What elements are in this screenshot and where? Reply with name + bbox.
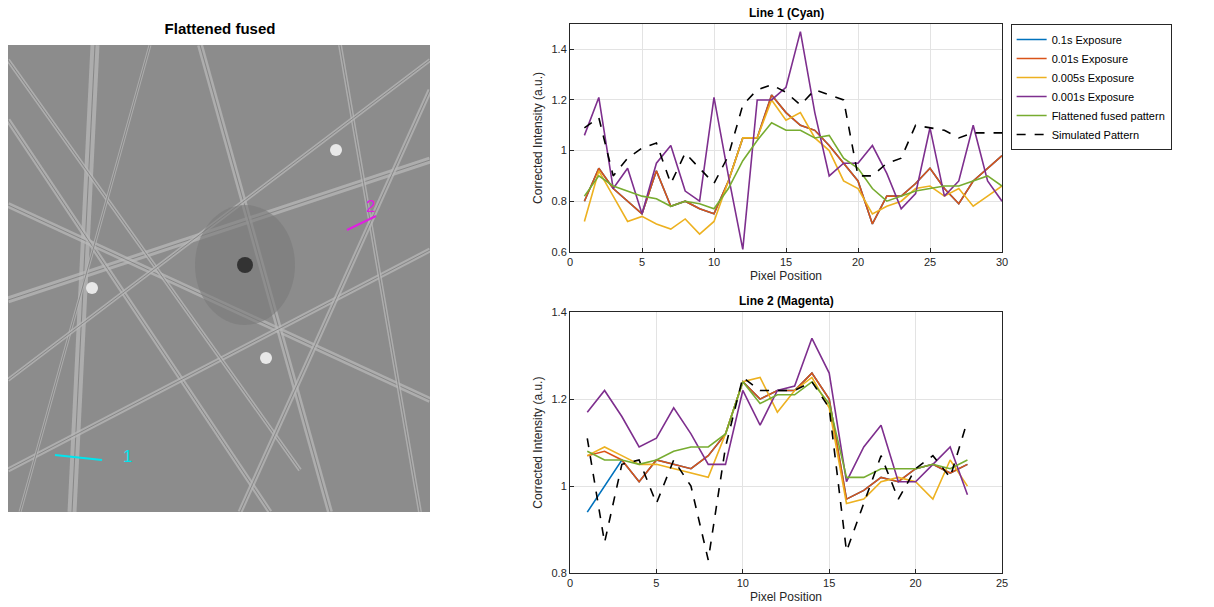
svg-text:Simulated Pattern: Simulated Pattern	[1052, 129, 1139, 141]
svg-text:1.4: 1.4	[552, 43, 567, 55]
svg-text:Flattened fused: Flattened fused	[165, 20, 276, 37]
svg-text:0.1s Exposure: 0.1s Exposure	[1052, 34, 1122, 46]
svg-text:0.001s Exposure: 0.001s Exposure	[1052, 91, 1135, 103]
svg-text:1.2: 1.2	[552, 94, 567, 106]
svg-text:15: 15	[780, 256, 792, 268]
svg-text:10: 10	[737, 577, 749, 589]
svg-text:0.8: 0.8	[552, 195, 567, 207]
svg-text:Line 2 (Magenta): Line 2 (Magenta)	[739, 294, 834, 308]
svg-text:Corrected Intensity (a.u.): Corrected Intensity (a.u.)	[531, 377, 545, 509]
svg-text:1: 1	[561, 480, 567, 492]
svg-text:2: 2	[366, 197, 375, 216]
svg-text:0: 0	[567, 256, 573, 268]
svg-text:5: 5	[639, 256, 645, 268]
svg-text:0: 0	[567, 577, 573, 589]
svg-text:Corrected Intensity (a.u.): Corrected Intensity (a.u.)	[531, 72, 545, 204]
svg-text:Line 1 (Cyan): Line 1 (Cyan)	[749, 6, 824, 20]
svg-text:20: 20	[909, 577, 921, 589]
svg-text:0.8: 0.8	[552, 567, 567, 579]
svg-text:0.01s Exposure: 0.01s Exposure	[1052, 53, 1128, 65]
svg-text:0.005s Exposure: 0.005s Exposure	[1052, 72, 1135, 84]
svg-text:Pixel Position: Pixel Position	[750, 590, 822, 604]
svg-text:5: 5	[653, 577, 659, 589]
svg-text:1.2: 1.2	[552, 393, 567, 405]
svg-text:0.6: 0.6	[552, 246, 567, 258]
svg-text:Flattened fused pattern: Flattened fused pattern	[1052, 110, 1165, 122]
svg-text:20: 20	[852, 256, 864, 268]
svg-text:10: 10	[708, 256, 720, 268]
svg-text:15: 15	[823, 577, 835, 589]
svg-text:1.4: 1.4	[552, 306, 567, 318]
svg-text:1: 1	[123, 447, 132, 466]
svg-text:25: 25	[996, 577, 1008, 589]
svg-text:1: 1	[561, 144, 567, 156]
svg-text:25: 25	[924, 256, 936, 268]
svg-text:Pixel Position: Pixel Position	[750, 269, 822, 283]
svg-text:30: 30	[996, 256, 1008, 268]
